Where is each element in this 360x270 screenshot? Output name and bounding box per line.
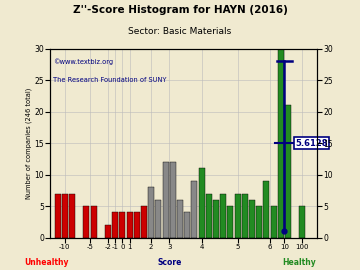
- Bar: [228, 206, 234, 238]
- Text: Sector: Basic Materials: Sector: Basic Materials: [129, 27, 231, 36]
- Bar: [105, 225, 111, 238]
- Bar: [242, 194, 248, 238]
- Text: Unhealthy: Unhealthy: [24, 258, 69, 266]
- Bar: [141, 206, 147, 238]
- Bar: [127, 212, 132, 238]
- Bar: [120, 212, 126, 238]
- Bar: [220, 194, 226, 238]
- Bar: [256, 206, 262, 238]
- Bar: [112, 212, 118, 238]
- Bar: [184, 212, 190, 238]
- Bar: [235, 194, 241, 238]
- Bar: [206, 194, 212, 238]
- Bar: [170, 162, 176, 238]
- Bar: [249, 200, 255, 238]
- Text: The Research Foundation of SUNY: The Research Foundation of SUNY: [53, 77, 167, 83]
- Bar: [264, 181, 270, 238]
- Bar: [55, 194, 60, 238]
- Bar: [163, 162, 169, 238]
- Bar: [148, 187, 154, 238]
- Text: Healthy: Healthy: [282, 258, 316, 266]
- Bar: [192, 181, 198, 238]
- Text: Z''-Score Histogram for HAYN (2016): Z''-Score Histogram for HAYN (2016): [73, 5, 287, 15]
- Bar: [62, 194, 68, 238]
- Bar: [271, 206, 277, 238]
- Bar: [84, 206, 90, 238]
- Text: ©www.textbiz.org: ©www.textbiz.org: [53, 58, 113, 65]
- Bar: [199, 168, 205, 238]
- Bar: [300, 206, 306, 238]
- Bar: [91, 206, 97, 238]
- Text: Score: Score: [157, 258, 181, 266]
- Bar: [177, 200, 183, 238]
- Bar: [278, 49, 284, 238]
- Bar: [134, 212, 140, 238]
- Bar: [156, 200, 162, 238]
- Text: 5.6128: 5.6128: [295, 139, 328, 148]
- Bar: [213, 200, 219, 238]
- Bar: [285, 105, 291, 238]
- Y-axis label: Number of companies (246 total): Number of companies (246 total): [25, 87, 32, 199]
- Bar: [69, 194, 75, 238]
